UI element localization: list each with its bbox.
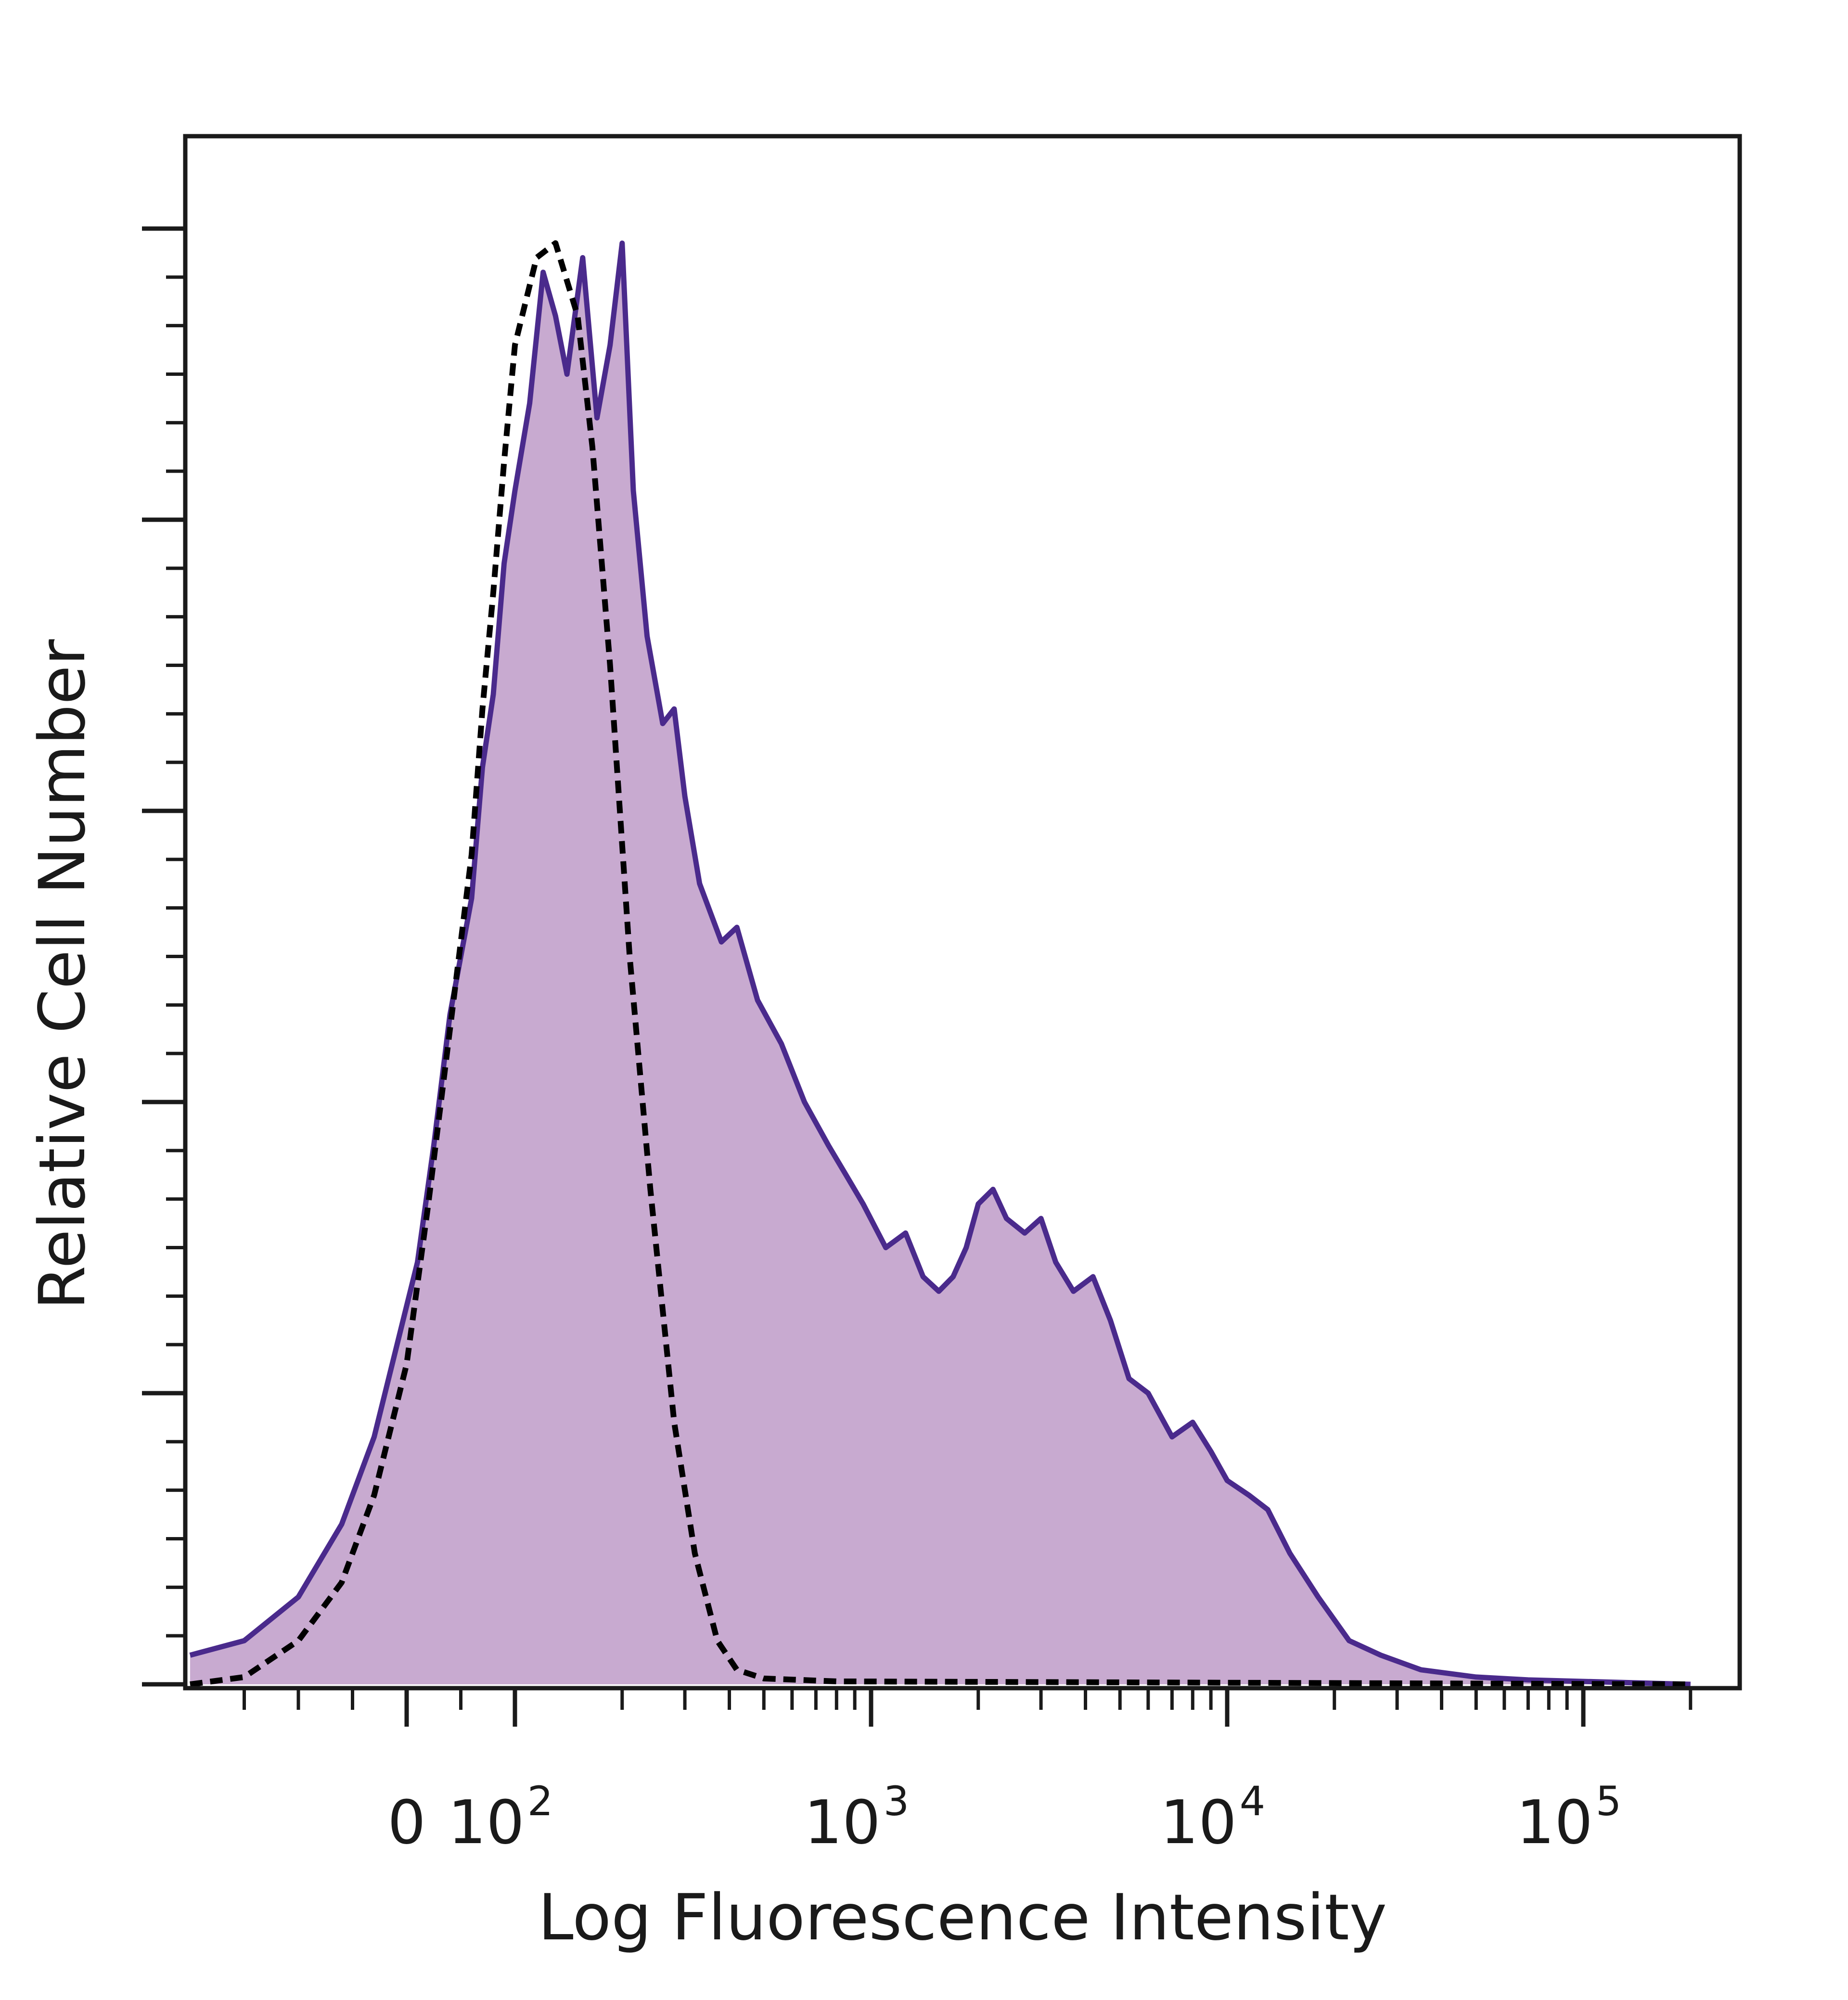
y-axis-ticks — [142, 226, 185, 1687]
control-dashed-line — [190, 240, 1691, 1687]
sample-solid-line — [189, 240, 1691, 1687]
y-axis-title: Relative Cell Number — [26, 639, 100, 1310]
filled-histogram-area — [190, 243, 1691, 1684]
x-tick-label: 105 — [1516, 1778, 1622, 1858]
plot-frame — [183, 134, 1742, 1691]
x-axis-title: Log Fluorescence Intensity — [538, 1881, 1387, 1955]
histogram-lines — [189, 240, 1691, 1687]
x-axis-ticks — [243, 1688, 1693, 1727]
x-tick-label: 0 — [387, 1788, 426, 1858]
histogram-fill-0 — [190, 243, 1691, 1684]
